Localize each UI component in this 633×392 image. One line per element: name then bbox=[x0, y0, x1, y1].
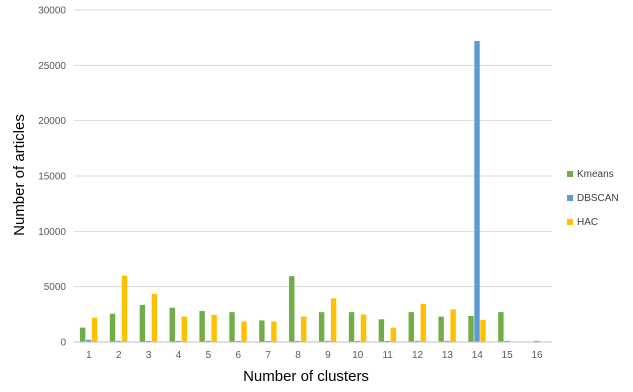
bar-dbscan-13 bbox=[444, 340, 450, 342]
bar-hac-7 bbox=[271, 321, 277, 342]
bar-hac-5 bbox=[211, 314, 217, 342]
bar-hac-1 bbox=[91, 317, 98, 342]
x-tick-label: 2 bbox=[116, 350, 122, 361]
bar-hac-10 bbox=[360, 314, 367, 342]
bar-kmeans-6 bbox=[229, 312, 235, 342]
bar-kmeans-8 bbox=[289, 276, 295, 342]
x-tick-label: 4 bbox=[176, 350, 182, 361]
bar-hac-6 bbox=[241, 321, 247, 342]
bar-dbscan-8 bbox=[295, 340, 301, 342]
y-axis-title: Number of articles bbox=[11, 114, 28, 236]
bar-dbscan-14 bbox=[474, 40, 480, 343]
bar-kmeans-13 bbox=[438, 316, 444, 342]
bar-dbscan-10 bbox=[354, 340, 361, 342]
bar-hac-3 bbox=[151, 293, 158, 342]
y-tick-label: 20000 bbox=[38, 116, 66, 127]
bar-kmeans-3 bbox=[139, 304, 146, 342]
y-tick-label: 10000 bbox=[38, 227, 66, 238]
x-tick-label: 13 bbox=[442, 350, 454, 361]
bar-dbscan-15 bbox=[504, 340, 510, 342]
x-axis-ticks: 1 2 3 4 5 6 7 8 9 10 11 12 13 14 15 16 bbox=[86, 350, 543, 361]
bar-dbscan-5 bbox=[205, 340, 211, 342]
gridlines bbox=[74, 9, 552, 288]
y-axis-ticks: 0 5000 10000 15000 20000 25000 30000 bbox=[38, 6, 66, 349]
bar-kmeans-15 bbox=[498, 312, 504, 342]
bar-kmeans-5 bbox=[199, 311, 205, 342]
bar-dbscan-16 bbox=[534, 340, 540, 342]
x-axis-title: Number of clusters bbox=[243, 368, 369, 385]
y-tick-label: 5000 bbox=[44, 282, 67, 293]
x-tick-label: 1 bbox=[86, 350, 92, 361]
bar-hac-12 bbox=[420, 303, 426, 342]
bar-hac-8 bbox=[301, 316, 307, 342]
bar-hac-9 bbox=[330, 298, 337, 342]
x-tick-label: 12 bbox=[412, 350, 424, 361]
x-tick-label: 5 bbox=[206, 350, 212, 361]
y-tick-label: 15000 bbox=[38, 172, 66, 183]
bar-dbscan-11 bbox=[384, 340, 391, 342]
bar-dbscan-12 bbox=[414, 340, 420, 342]
y-tick-label: 0 bbox=[60, 338, 66, 349]
x-tick-label: 6 bbox=[236, 350, 242, 361]
bar-dbscan-4 bbox=[175, 340, 181, 342]
bar-kmeans-12 bbox=[408, 312, 414, 342]
legend-label-kmeans: Kmeans bbox=[577, 169, 614, 180]
bar-dbscan-1 bbox=[85, 339, 92, 342]
bar-kmeans-7 bbox=[259, 320, 265, 342]
bar-dbscan-3 bbox=[145, 340, 152, 342]
bar-hac-4 bbox=[181, 316, 187, 342]
legend-swatch-kmeans bbox=[567, 171, 573, 177]
bar-kmeans-2 bbox=[109, 313, 116, 342]
bar-kmeans-9 bbox=[318, 312, 325, 342]
x-tick-label: 10 bbox=[352, 350, 364, 361]
bar-kmeans-11 bbox=[378, 319, 385, 342]
legend-swatch-dbscan bbox=[567, 195, 573, 201]
bar-dbscan-6 bbox=[235, 340, 241, 342]
x-tick-label: 14 bbox=[472, 350, 484, 361]
bar-hac-2 bbox=[121, 275, 128, 342]
x-tick-label: 15 bbox=[502, 350, 514, 361]
bar-hac-11 bbox=[390, 327, 397, 342]
bar-kmeans-14 bbox=[468, 315, 474, 342]
bar-hac-14 bbox=[480, 319, 486, 342]
x-tick-label: 16 bbox=[532, 350, 544, 361]
legend-label-hac: HAC bbox=[577, 217, 598, 228]
x-tick-label: 7 bbox=[265, 350, 271, 361]
bar-dbscan-9 bbox=[324, 340, 331, 342]
y-tick-label: 30000 bbox=[38, 6, 66, 17]
legend-label-dbscan: DBSCAN bbox=[577, 193, 619, 204]
x-tick-label: 3 bbox=[146, 350, 152, 361]
bar-dbscan-7 bbox=[265, 340, 271, 342]
x-tick-label: 11 bbox=[382, 350, 393, 361]
legend-swatch-hac bbox=[567, 219, 573, 225]
legend: Kmeans DBSCAN HAC bbox=[567, 169, 619, 228]
bar-kmeans-10 bbox=[348, 312, 355, 342]
bar-dbscan-2 bbox=[115, 340, 122, 342]
bar-kmeans-1 bbox=[79, 327, 86, 342]
x-tick-label: 9 bbox=[325, 350, 331, 361]
y-tick-label: 25000 bbox=[38, 61, 66, 72]
bar-hac-13 bbox=[450, 309, 456, 342]
bars bbox=[79, 40, 540, 343]
x-tick-label: 8 bbox=[295, 350, 301, 361]
bar-kmeans-4 bbox=[169, 307, 175, 342]
